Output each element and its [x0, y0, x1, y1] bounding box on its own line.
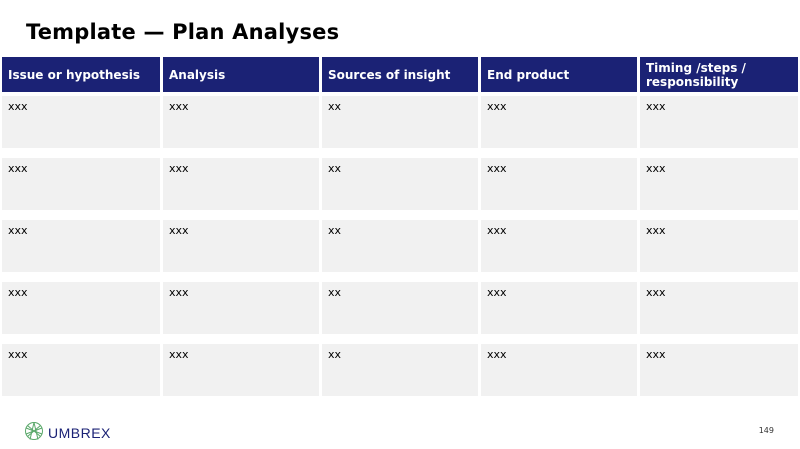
table-cell: xxx	[2, 344, 160, 396]
table-cell: xxx	[481, 282, 637, 334]
table-cell: xxx	[163, 282, 319, 334]
page-title: Template — Plan Analyses	[26, 20, 340, 44]
globe-icon	[24, 421, 44, 445]
table-header: Issue or hypothesis Analysis Sources of …	[2, 57, 798, 92]
table-cell: xxx	[163, 344, 319, 396]
table-cell: xxx	[2, 220, 160, 272]
table-cell: xxx	[640, 344, 798, 396]
column-header-sources: Sources of insight	[322, 57, 478, 92]
table-cell: xxx	[2, 96, 160, 148]
table-cell: xxx	[481, 158, 637, 210]
table-cell: xxx	[2, 282, 160, 334]
table-cell: xxx	[640, 220, 798, 272]
table-row: xxx xxx xx xxx xxx	[2, 220, 798, 272]
table-cell: xxx	[163, 220, 319, 272]
table-row: xxx xxx xx xxx xxx	[2, 344, 798, 396]
column-header-end-product: End product	[481, 57, 637, 92]
table-cell: xxx	[640, 96, 798, 148]
table-row: xxx xxx xx xxx xxx	[2, 96, 798, 148]
table-cell: xxx	[640, 158, 798, 210]
table-cell: xxx	[481, 220, 637, 272]
table-row: xxx xxx xx xxx xxx	[2, 282, 798, 334]
logo-text: UMBREX	[48, 425, 111, 441]
table-cell: xxx	[163, 158, 319, 210]
table-cell: xx	[322, 158, 478, 210]
umbrex-logo: UMBREX	[24, 421, 111, 445]
page-number: 149	[758, 426, 774, 435]
table-cell: xxx	[163, 96, 319, 148]
column-header-issue: Issue or hypothesis	[2, 57, 160, 92]
table-cell: xx	[322, 96, 478, 148]
table-row: xxx xxx xx xxx xxx	[2, 158, 798, 210]
table-body: xxx xxx xx xxx xxx xxx xxx xx xxx xxx xx…	[2, 96, 798, 406]
table-cell: xxx	[2, 158, 160, 210]
table-cell: xxx	[481, 344, 637, 396]
table-cell: xxx	[640, 282, 798, 334]
table-cell: xx	[322, 282, 478, 334]
table-cell: xxx	[481, 96, 637, 148]
table-cell: xx	[322, 220, 478, 272]
column-header-analysis: Analysis	[163, 57, 319, 92]
column-header-timing: Timing /steps / responsibility	[640, 57, 798, 92]
table-cell: xx	[322, 344, 478, 396]
